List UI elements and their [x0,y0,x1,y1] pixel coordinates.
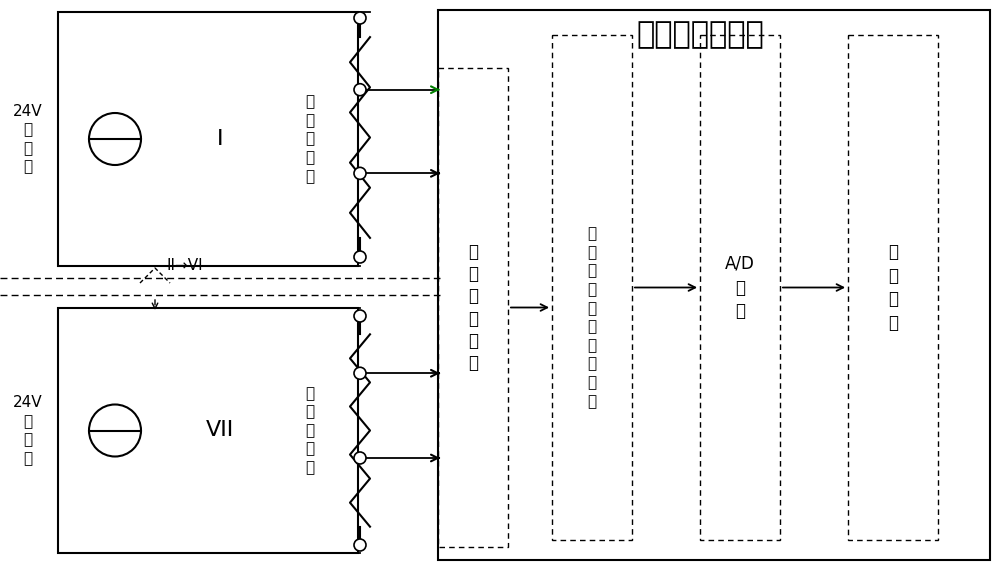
Text: 24V
恒
流
源: 24V 恒 流 源 [13,104,43,174]
Circle shape [89,113,141,165]
Circle shape [354,539,366,551]
Circle shape [354,12,366,24]
Text: 临
时
热
电
阻: 临 时 热 电 阻 [305,386,315,475]
Text: 信
号
变
换
电
路: 信 号 变 换 电 路 [468,243,478,372]
Text: VII: VII [206,421,234,441]
Circle shape [354,84,366,96]
Circle shape [354,452,366,464]
Bar [438,68,508,547]
Text: 24V
恒
流
源: 24V 恒 流 源 [13,395,43,466]
Bar [848,35,938,540]
Circle shape [354,367,366,379]
Bar [438,10,990,560]
Text: 监
测
显
示: 监 测 显 示 [888,243,898,332]
Bar [552,35,632,540]
Text: 临
时
热
电
阻: 临 时 热 电 阻 [305,94,315,184]
Text: 信号分析记录仪: 信号分析记录仪 [636,21,764,50]
Circle shape [354,310,366,322]
Circle shape [354,251,366,263]
Text: II→VI: II→VI [167,259,203,274]
Bar [58,308,358,553]
Text: 滤
波
（
信
号
调
整
电
路
）: 滤 波 （ 信 号 调 整 电 路 ） [587,226,597,409]
Bar [58,12,358,266]
Circle shape [89,405,141,457]
Circle shape [354,168,366,180]
Text: I: I [217,129,223,149]
Bar [700,35,780,540]
Text: A/D
转
换: A/D 转 换 [725,255,755,320]
